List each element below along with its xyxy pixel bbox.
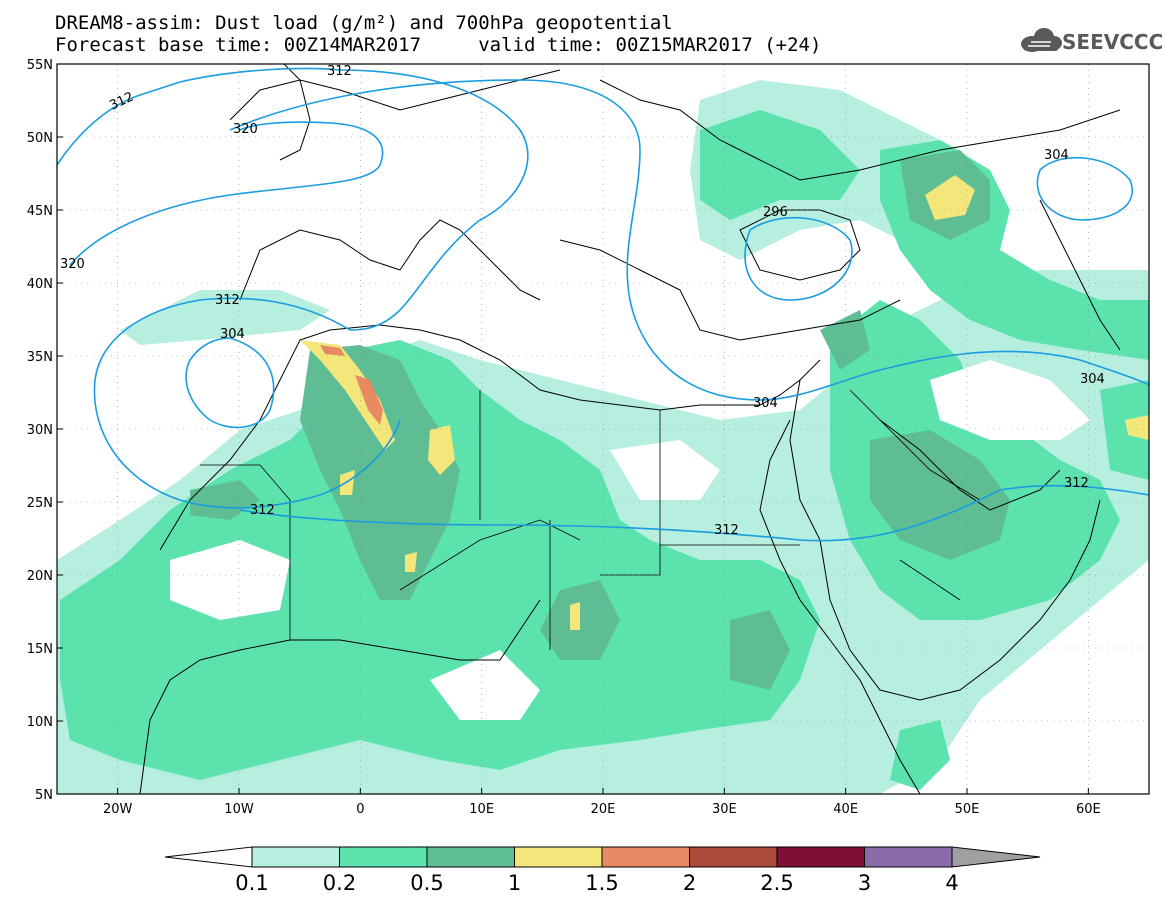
lat-tick-label: 5N (35, 788, 53, 803)
colorbar-level-label: 4 (945, 871, 959, 895)
lat-tick-label: 55N (27, 58, 53, 73)
lat-tick-label: 45N (27, 204, 53, 219)
lat-tick-label: 40N (27, 277, 53, 292)
map-title: DREAM8-assim: Dust load (g/m²) and 700hP… (55, 12, 673, 34)
logo-text: SEEVCCC (1062, 30, 1164, 54)
contour-label: 304 (753, 396, 778, 411)
clear-areas (170, 360, 1090, 720)
colorbar-swatch (251, 846, 340, 868)
colorbar-level-label: 0.2 (322, 871, 357, 895)
longitude-labels: 20W 10W 0 10E 20E 30E 40E 50E 60E (103, 788, 1101, 817)
lon-tick-label: 0 (356, 802, 364, 817)
dust-layer-very-high (300, 175, 1149, 630)
contour-label: 312 (327, 64, 352, 79)
dust-layer-extreme (320, 345, 383, 425)
colorbar-under-triangle (164, 846, 253, 868)
colorbar-swatch (864, 846, 953, 868)
colorbar-swatch (776, 846, 865, 868)
dust-layer-high (190, 150, 1010, 690)
lon-tick-label: 60E (1076, 802, 1101, 817)
country-borders (200, 389, 981, 650)
contour-label: 304 (1044, 148, 1069, 163)
colorbar-level-label: 3 (857, 871, 872, 895)
lat-tick-label: 35N (27, 350, 53, 365)
colorbar-level-label: 2.5 (760, 871, 794, 895)
lat-tick-label: 15N (27, 642, 53, 657)
contour-label: 312 (1064, 476, 1089, 491)
contour-label: 296 (763, 205, 788, 220)
cloud-icon (1021, 28, 1062, 52)
colorbar-swatch (601, 846, 690, 868)
colorbar-over-triangle (951, 846, 1041, 868)
colorbar-swatch (426, 846, 515, 868)
lon-tick-label: 10E (469, 802, 494, 817)
lat-tick-label: 10N (27, 715, 53, 730)
contour-label: 312 (250, 503, 275, 518)
lon-tick-label: 20E (591, 802, 616, 817)
lon-tick-label: 50E (955, 802, 980, 817)
contour-label: 312 (107, 90, 136, 114)
lat-tick-label: 20N (27, 569, 53, 584)
colorbar-level-label: 1 (507, 871, 522, 895)
colorbar-level-label: 0.1 (235, 871, 269, 895)
latitude-labels: 55N 50N 45N 40N 35N 30N 25N 20N 15N 10N 5N (27, 58, 63, 803)
lon-tick-label: 20W (103, 802, 133, 817)
map-subtitle: Forecast base time: 00Z14MAR2017 valid t… (55, 34, 822, 56)
contour-label: 304 (220, 327, 245, 342)
colorbar-level-label: 1.5 (585, 871, 619, 895)
colorbar-level-label: 2 (682, 871, 697, 895)
colorbar-swatch (514, 846, 603, 868)
contour-label: 304 (1080, 372, 1105, 387)
colorbar (164, 846, 1041, 868)
lat-tick-label: 25N (27, 496, 53, 511)
contour-label: 320 (60, 257, 85, 272)
contour-label: 320 (233, 122, 258, 137)
lon-tick-label: 30E (712, 802, 737, 817)
colorbar-swatch (689, 846, 778, 868)
colorbar-level-label: 0.5 (410, 871, 444, 895)
lat-tick-label: 50N (27, 131, 53, 146)
geopotential-contours (57, 67, 1149, 542)
contour-label: 312 (714, 523, 739, 538)
lon-tick-label: 40E (833, 802, 858, 817)
contour-label: 312 (215, 293, 240, 308)
lat-tick-label: 30N (27, 423, 53, 438)
lon-tick-label: 10W (224, 802, 254, 817)
colorbar-swatch (339, 846, 428, 868)
graticule (57, 64, 1149, 794)
